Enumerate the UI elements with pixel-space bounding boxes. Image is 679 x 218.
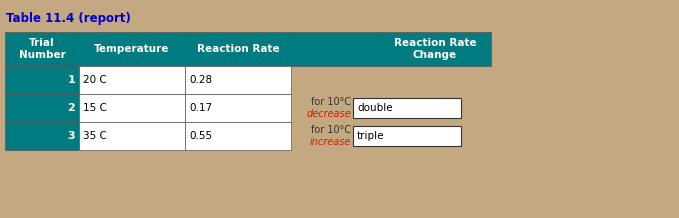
Text: Table 11.4 (report): Table 11.4 (report) [6,12,131,25]
Text: increase: increase [310,137,351,147]
Text: 0.28: 0.28 [189,75,212,85]
Text: 20 C: 20 C [83,75,107,85]
Bar [79,32,185,66]
Bar [5,94,79,122]
Bar [5,66,79,94]
Bar [5,32,79,66]
Text: Temperature: Temperature [94,44,170,54]
Text: 1: 1 [67,75,75,85]
Text: 3: 3 [67,131,75,141]
Bar [291,32,379,66]
Text: decrease: decrease [306,109,351,119]
Bar [79,122,185,150]
Text: for 10°C: for 10°C [311,97,351,107]
Text: 0.17: 0.17 [189,103,212,113]
Bar [353,98,461,118]
Text: double: double [357,103,392,113]
Text: for 10°C: for 10°C [311,125,351,135]
Text: 15 C: 15 C [83,103,107,113]
Bar [79,66,185,94]
Text: 0.55: 0.55 [189,131,212,141]
Bar [185,66,291,94]
Text: Reaction Rate
Change: Reaction Rate Change [394,38,476,60]
Bar [79,94,185,122]
Bar [5,122,79,150]
Bar [379,32,491,66]
Text: 2: 2 [67,103,75,113]
Bar [185,94,291,122]
Bar [185,122,291,150]
Bar [185,32,291,66]
Text: 35 C: 35 C [83,131,107,141]
Text: Reaction Rate: Reaction Rate [197,44,279,54]
Text: triple: triple [357,131,384,141]
Bar [353,126,461,146]
Text: Trial
Number: Trial Number [18,38,65,60]
